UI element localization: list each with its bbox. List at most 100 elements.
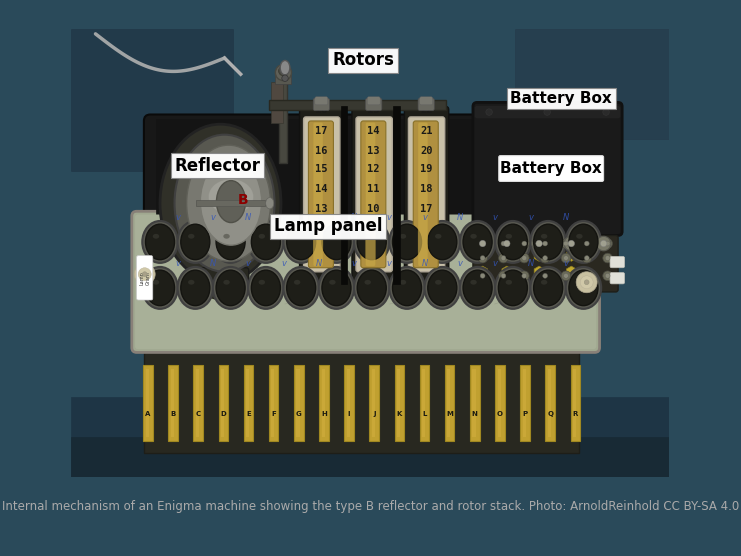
Ellipse shape [476,236,490,251]
Text: A: A [145,411,150,418]
Bar [472,369,476,437]
Ellipse shape [319,221,354,263]
Ellipse shape [602,109,609,115]
Ellipse shape [541,234,548,239]
Ellipse shape [216,181,245,222]
Ellipse shape [479,240,486,247]
FancyBboxPatch shape [408,117,445,272]
Ellipse shape [251,270,280,306]
Ellipse shape [460,267,495,309]
Ellipse shape [145,270,175,306]
Text: N: N [528,259,534,268]
Ellipse shape [178,267,213,309]
Text: v: v [175,214,180,222]
Ellipse shape [499,253,508,263]
FancyBboxPatch shape [418,122,428,266]
Ellipse shape [399,234,406,239]
Text: v: v [387,259,392,268]
Ellipse shape [569,270,598,306]
Text: Q: Q [547,411,554,418]
Ellipse shape [480,241,485,246]
Ellipse shape [605,241,610,246]
Ellipse shape [501,274,506,278]
Text: Rotors: Rotors [332,51,394,70]
Text: v: v [351,259,356,268]
Ellipse shape [597,236,611,251]
Ellipse shape [519,253,529,263]
Ellipse shape [478,271,488,281]
Ellipse shape [178,221,213,263]
Bar [548,369,551,437]
Text: N: N [422,259,428,268]
Bar [196,200,265,206]
FancyBboxPatch shape [365,98,382,111]
Text: 16: 16 [315,146,328,156]
Bar [221,369,225,437]
Text: 15: 15 [315,165,328,175]
Ellipse shape [499,236,514,251]
Bar [394,365,404,441]
Text: C: C [196,411,201,418]
Bar [144,344,579,453]
Bar [497,369,501,437]
Text: Battery Box: Battery Box [500,161,602,176]
Ellipse shape [480,256,485,260]
Bar [244,365,253,441]
Ellipse shape [329,234,336,239]
Ellipse shape [505,280,512,285]
Bar [419,365,429,441]
Text: v: v [316,214,322,222]
Text: B: B [238,193,248,207]
Ellipse shape [568,240,574,247]
Text: v: v [422,214,427,222]
Text: N: N [210,259,216,268]
Text: 18: 18 [420,183,433,193]
Text: N: N [456,214,463,222]
Ellipse shape [565,221,601,263]
Ellipse shape [585,241,589,246]
Bar [71,397,669,478]
FancyBboxPatch shape [304,117,340,272]
FancyBboxPatch shape [473,102,622,236]
Ellipse shape [283,221,319,263]
Bar [71,437,669,478]
Bar [294,365,304,441]
FancyBboxPatch shape [413,121,438,268]
Text: Reflector: Reflector [175,157,261,175]
Ellipse shape [532,236,546,251]
Ellipse shape [354,221,390,263]
Ellipse shape [208,179,253,215]
Ellipse shape [463,224,492,260]
Bar [156,118,591,292]
Ellipse shape [499,271,508,281]
Ellipse shape [582,253,591,263]
Ellipse shape [480,274,485,278]
Text: v: v [210,214,216,222]
Text: N: N [472,411,478,418]
Text: v: v [493,259,498,268]
Ellipse shape [541,280,548,285]
Ellipse shape [181,270,210,306]
Text: v: v [457,259,462,268]
Ellipse shape [540,253,550,263]
Ellipse shape [564,256,568,260]
Ellipse shape [259,234,265,239]
FancyBboxPatch shape [473,236,618,292]
Text: J: J [373,411,376,418]
Ellipse shape [569,224,598,260]
Ellipse shape [282,75,288,81]
Text: I: I [348,411,350,418]
Ellipse shape [534,270,562,306]
Ellipse shape [471,280,476,285]
Ellipse shape [213,267,248,309]
FancyBboxPatch shape [135,215,597,349]
Bar [515,29,669,138]
Bar [296,369,299,437]
Ellipse shape [463,270,492,306]
FancyBboxPatch shape [418,98,434,111]
Ellipse shape [519,271,529,281]
Ellipse shape [435,234,442,239]
Text: v: v [246,259,250,268]
Text: 18: 18 [315,106,328,116]
Text: N: N [562,214,569,222]
